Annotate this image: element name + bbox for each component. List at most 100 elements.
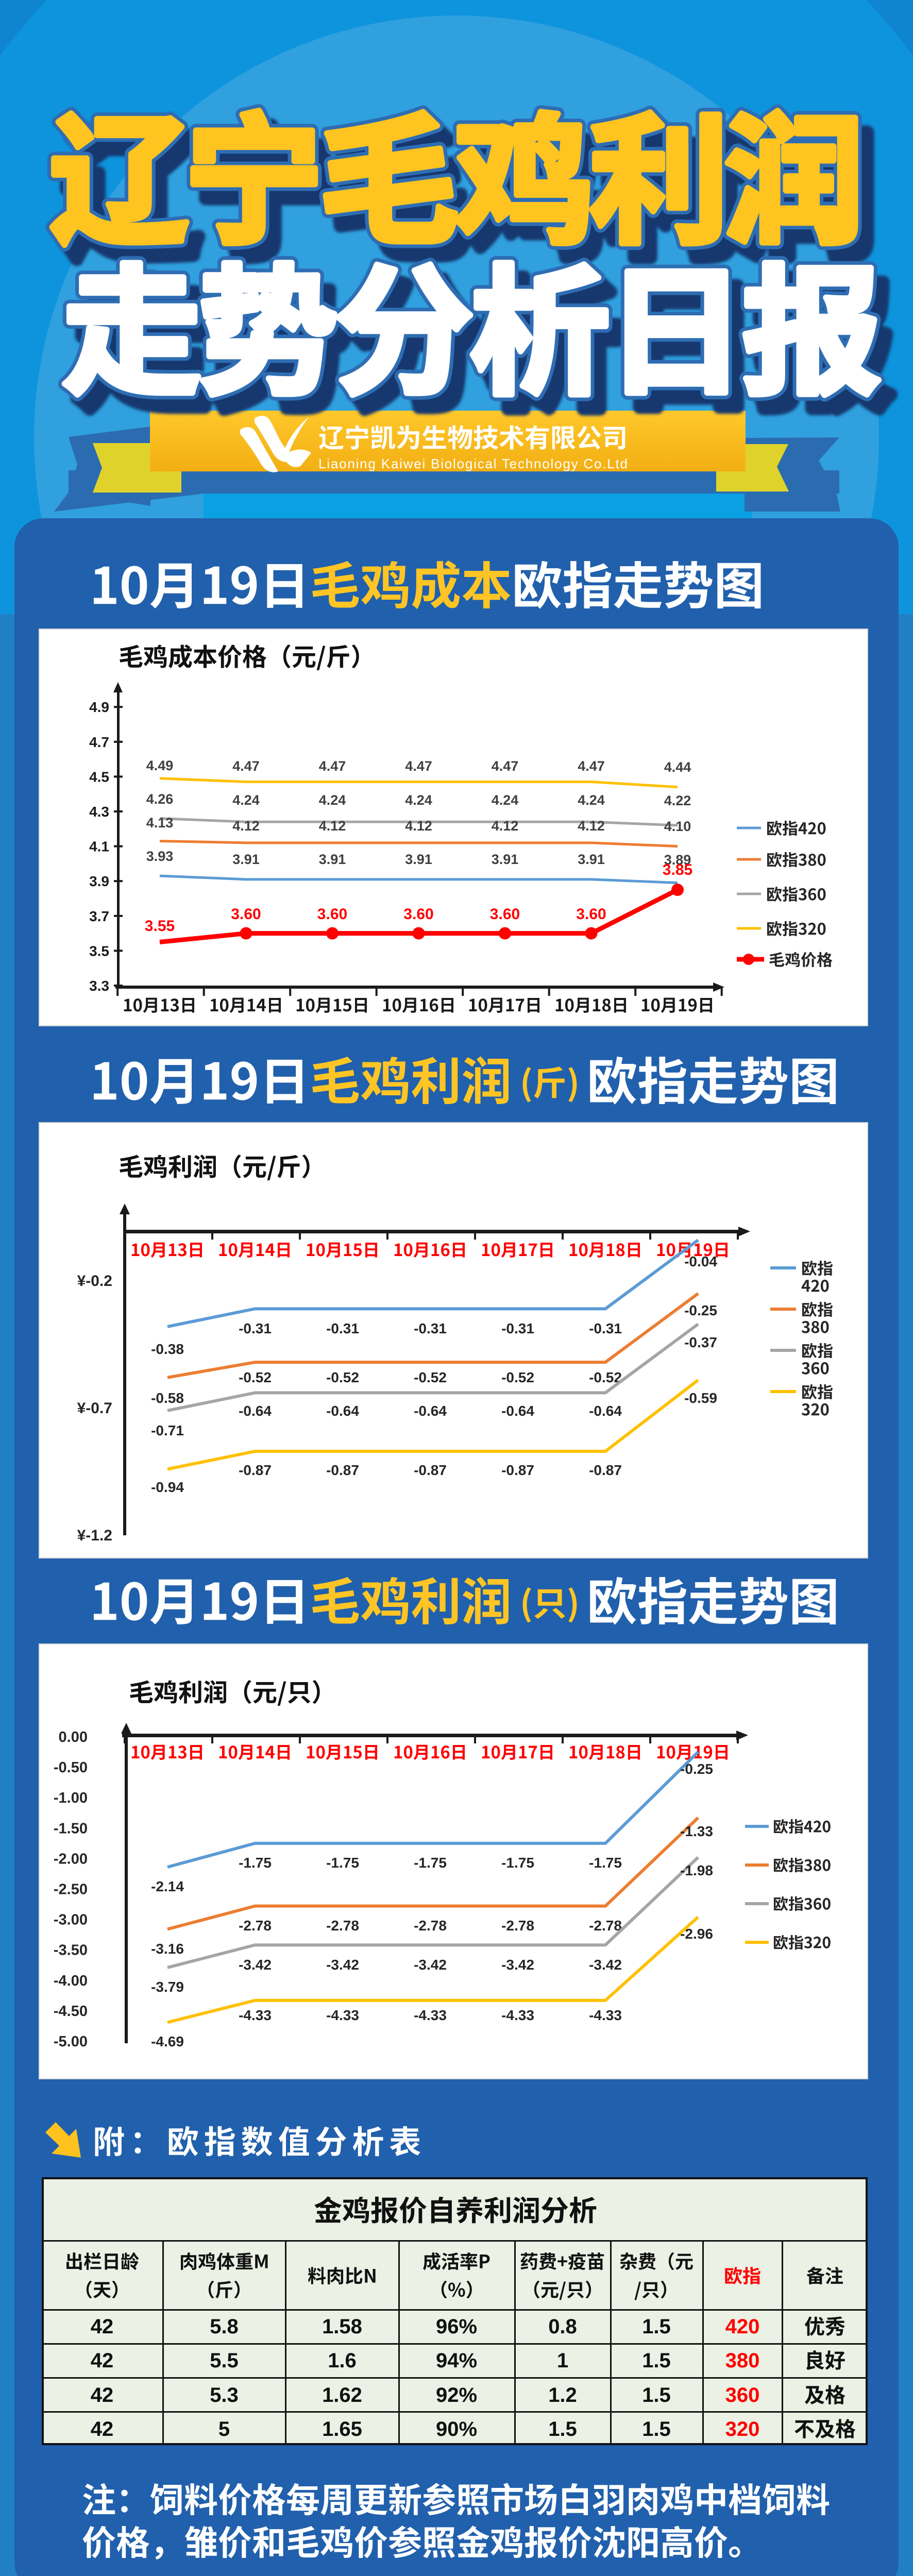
- svg-text:94%: 94%: [436, 2349, 477, 2372]
- svg-text:360: 360: [725, 2384, 760, 2406]
- svg-text:380: 380: [725, 2349, 760, 2372]
- svg-text:4.47: 4.47: [319, 758, 346, 774]
- svg-text:-2.78: -2.78: [501, 1918, 534, 1934]
- svg-text:-0.37: -0.37: [684, 1334, 717, 1350]
- svg-text:-4.69: -4.69: [151, 2033, 184, 2049]
- svg-text:420: 420: [725, 2315, 760, 2338]
- svg-text:-3.16: -3.16: [151, 1941, 184, 1957]
- svg-text:-2.78: -2.78: [589, 1918, 622, 1934]
- svg-text:3.60: 3.60: [490, 906, 520, 923]
- svg-text:4.47: 4.47: [578, 758, 605, 774]
- svg-text:1.62: 1.62: [322, 2384, 362, 2406]
- svg-text:4.1: 4.1: [89, 839, 109, 855]
- svg-text:-1.75: -1.75: [326, 1855, 359, 1871]
- svg-text:-2.78: -2.78: [326, 1918, 359, 1934]
- svg-text:-0.52: -0.52: [414, 1369, 447, 1385]
- svg-text:-0.87: -0.87: [239, 1462, 272, 1478]
- svg-text:3.60: 3.60: [576, 906, 606, 923]
- svg-text:-2.96: -2.96: [680, 1926, 713, 1942]
- svg-text:-2.14: -2.14: [151, 1878, 184, 1894]
- svg-text:4.47: 4.47: [232, 758, 260, 774]
- svg-text:-3.42: -3.42: [501, 1957, 534, 1973]
- svg-text:-0.38: -0.38: [151, 1341, 184, 1357]
- svg-text:4.24: 4.24: [232, 792, 260, 808]
- svg-text:3.91: 3.91: [319, 852, 346, 867]
- svg-text:-0.31: -0.31: [414, 1320, 447, 1336]
- svg-text:-0.87: -0.87: [589, 1462, 622, 1478]
- svg-text:-4.33: -4.33: [414, 2007, 447, 2023]
- svg-text:1: 1: [557, 2349, 568, 2372]
- svg-text:-0.31: -0.31: [239, 1320, 272, 1336]
- svg-text:3.91: 3.91: [578, 852, 605, 867]
- svg-text:42: 42: [91, 2349, 114, 2372]
- svg-text:90%: 90%: [436, 2418, 477, 2441]
- svg-text:4.26: 4.26: [146, 791, 174, 807]
- svg-text:-0.94: -0.94: [151, 1479, 184, 1495]
- svg-text:-1.75: -1.75: [414, 1855, 447, 1871]
- svg-text:¥-0.7: ¥-0.7: [77, 1400, 112, 1417]
- svg-text:1.5: 1.5: [642, 2384, 671, 2406]
- svg-text:4.10: 4.10: [664, 819, 691, 834]
- svg-text:4.5: 4.5: [89, 769, 109, 785]
- svg-text:-4.33: -4.33: [501, 2007, 534, 2023]
- svg-text:320: 320: [725, 2418, 760, 2441]
- svg-text:-0.04: -0.04: [684, 1253, 717, 1269]
- svg-text:-4.33: -4.33: [239, 2007, 272, 2023]
- svg-text:¥-0.2: ¥-0.2: [77, 1273, 112, 1290]
- svg-text:-0.25: -0.25: [684, 1302, 717, 1318]
- svg-text:-3.50: -3.50: [54, 1942, 88, 1959]
- svg-text:1.5: 1.5: [642, 2349, 671, 2372]
- svg-text:3.7: 3.7: [89, 908, 109, 924]
- svg-text:4.44: 4.44: [664, 759, 691, 775]
- svg-text:96%: 96%: [436, 2315, 477, 2338]
- svg-text:4.12: 4.12: [405, 818, 432, 834]
- svg-text:-0.52: -0.52: [501, 1369, 534, 1385]
- svg-text:-0.71: -0.71: [151, 1422, 184, 1438]
- svg-text:-0.64: -0.64: [326, 1403, 359, 1419]
- svg-text:-4.00: -4.00: [54, 1973, 88, 1989]
- svg-text:42: 42: [91, 2418, 114, 2441]
- svg-text:42: 42: [91, 2384, 114, 2406]
- svg-text:4.12: 4.12: [578, 818, 605, 834]
- svg-text:-1.50: -1.50: [54, 1820, 88, 1837]
- svg-text:-0.52: -0.52: [239, 1369, 272, 1385]
- svg-text:3.89: 3.89: [664, 852, 691, 868]
- svg-text:4.47: 4.47: [405, 758, 432, 774]
- svg-text:92%: 92%: [436, 2384, 477, 2406]
- svg-text:-1.00: -1.00: [54, 1790, 88, 1806]
- svg-text:-0.59: -0.59: [684, 1390, 717, 1406]
- svg-text:3.5: 3.5: [89, 943, 109, 959]
- svg-text:1.2: 1.2: [548, 2384, 577, 2406]
- svg-text:-0.87: -0.87: [414, 1462, 447, 1478]
- svg-text:5.8: 5.8: [210, 2315, 239, 2338]
- svg-text:4.24: 4.24: [319, 792, 346, 808]
- svg-text:3.9: 3.9: [89, 873, 109, 889]
- svg-text:3.93: 3.93: [146, 849, 174, 864]
- svg-text:4.24: 4.24: [578, 792, 605, 808]
- svg-text:3.91: 3.91: [232, 852, 260, 867]
- svg-text:-0.64: -0.64: [501, 1403, 534, 1419]
- svg-text:3.3: 3.3: [89, 978, 109, 994]
- svg-text:-0.50: -0.50: [54, 1759, 88, 1776]
- svg-text:4.49: 4.49: [146, 758, 174, 773]
- svg-text:-3.42: -3.42: [589, 1957, 622, 1973]
- svg-text:-0.52: -0.52: [326, 1369, 359, 1385]
- svg-text:-2.00: -2.00: [54, 1851, 88, 1867]
- svg-text:¥-1.2: ¥-1.2: [77, 1527, 112, 1544]
- svg-text:1.58: 1.58: [322, 2315, 362, 2338]
- svg-text:-0.64: -0.64: [239, 1403, 272, 1419]
- svg-text:4.12: 4.12: [319, 818, 346, 834]
- svg-text:-0.52: -0.52: [589, 1369, 622, 1385]
- svg-text:-5.00: -5.00: [54, 2033, 88, 2050]
- svg-text:1.5: 1.5: [548, 2418, 577, 2441]
- svg-text:5: 5: [218, 2418, 230, 2441]
- svg-text:-4.33: -4.33: [589, 2007, 622, 2023]
- svg-text:1.6: 1.6: [328, 2349, 357, 2372]
- svg-text:-0.87: -0.87: [501, 1462, 534, 1478]
- svg-text:3.85: 3.85: [663, 861, 692, 878]
- svg-text:-3.79: -3.79: [151, 1979, 184, 1995]
- svg-text:3.91: 3.91: [492, 852, 519, 867]
- svg-text:-3.42: -3.42: [326, 1957, 359, 1973]
- svg-text:-0.64: -0.64: [414, 1403, 447, 1419]
- svg-text:-2.78: -2.78: [414, 1918, 447, 1934]
